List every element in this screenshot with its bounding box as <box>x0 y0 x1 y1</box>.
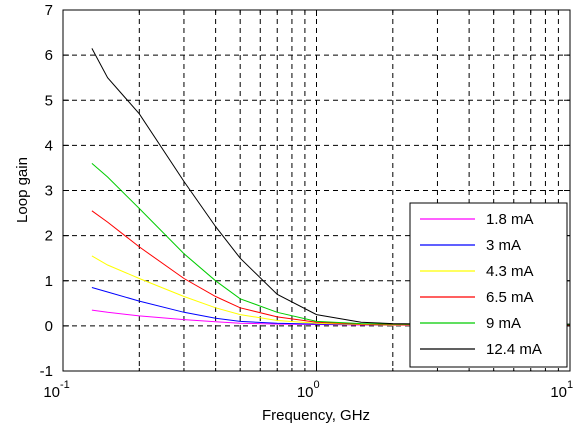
legend-label: 1.8 mA <box>486 211 534 228</box>
y-tick-label: 5 <box>45 92 53 109</box>
y-tick-label: 1 <box>45 273 53 290</box>
x-tick-label-base: 10 <box>550 384 567 401</box>
y-tick-labels: -1 0 1 2 3 4 5 6 7 <box>40 2 53 380</box>
y-tick-label: 2 <box>45 228 53 245</box>
y-tick-label: -1 <box>40 363 53 380</box>
legend-label: 9 mA <box>486 315 521 332</box>
y-tick-label: 4 <box>45 137 53 154</box>
x-tick-labels: 10 -1 10 0 10 1 <box>43 379 573 401</box>
y-tick-label: 0 <box>45 318 53 335</box>
x-tick-label-exponent: 1 <box>567 379 573 391</box>
y-tick-label: 6 <box>45 47 53 64</box>
x-tick-label-exponent: 0 <box>314 379 320 391</box>
x-tick-label-base: 10 <box>43 384 60 401</box>
x-tick-label-base: 10 <box>297 384 314 401</box>
legend-label: 6.5 mA <box>486 289 534 306</box>
legend-box <box>409 202 568 368</box>
legend-label: 4.3 mA <box>486 263 534 280</box>
legend-label: 3 mA <box>486 237 521 254</box>
y-tick-label: 3 <box>45 183 53 200</box>
legend-label: 12.4 mA <box>486 341 542 358</box>
y-axis-label: Loop gain <box>14 157 31 223</box>
axis-ticks <box>63 9 570 372</box>
x-axis-label: Frequency, GHz <box>262 407 370 424</box>
x-tick-label-exponent: -1 <box>60 379 70 391</box>
y-tick-label: 7 <box>45 2 53 19</box>
legend: 1.8 mA 3 mA 4.3 mA 6.5 mA 9 mA 12.4 mA <box>409 202 568 368</box>
